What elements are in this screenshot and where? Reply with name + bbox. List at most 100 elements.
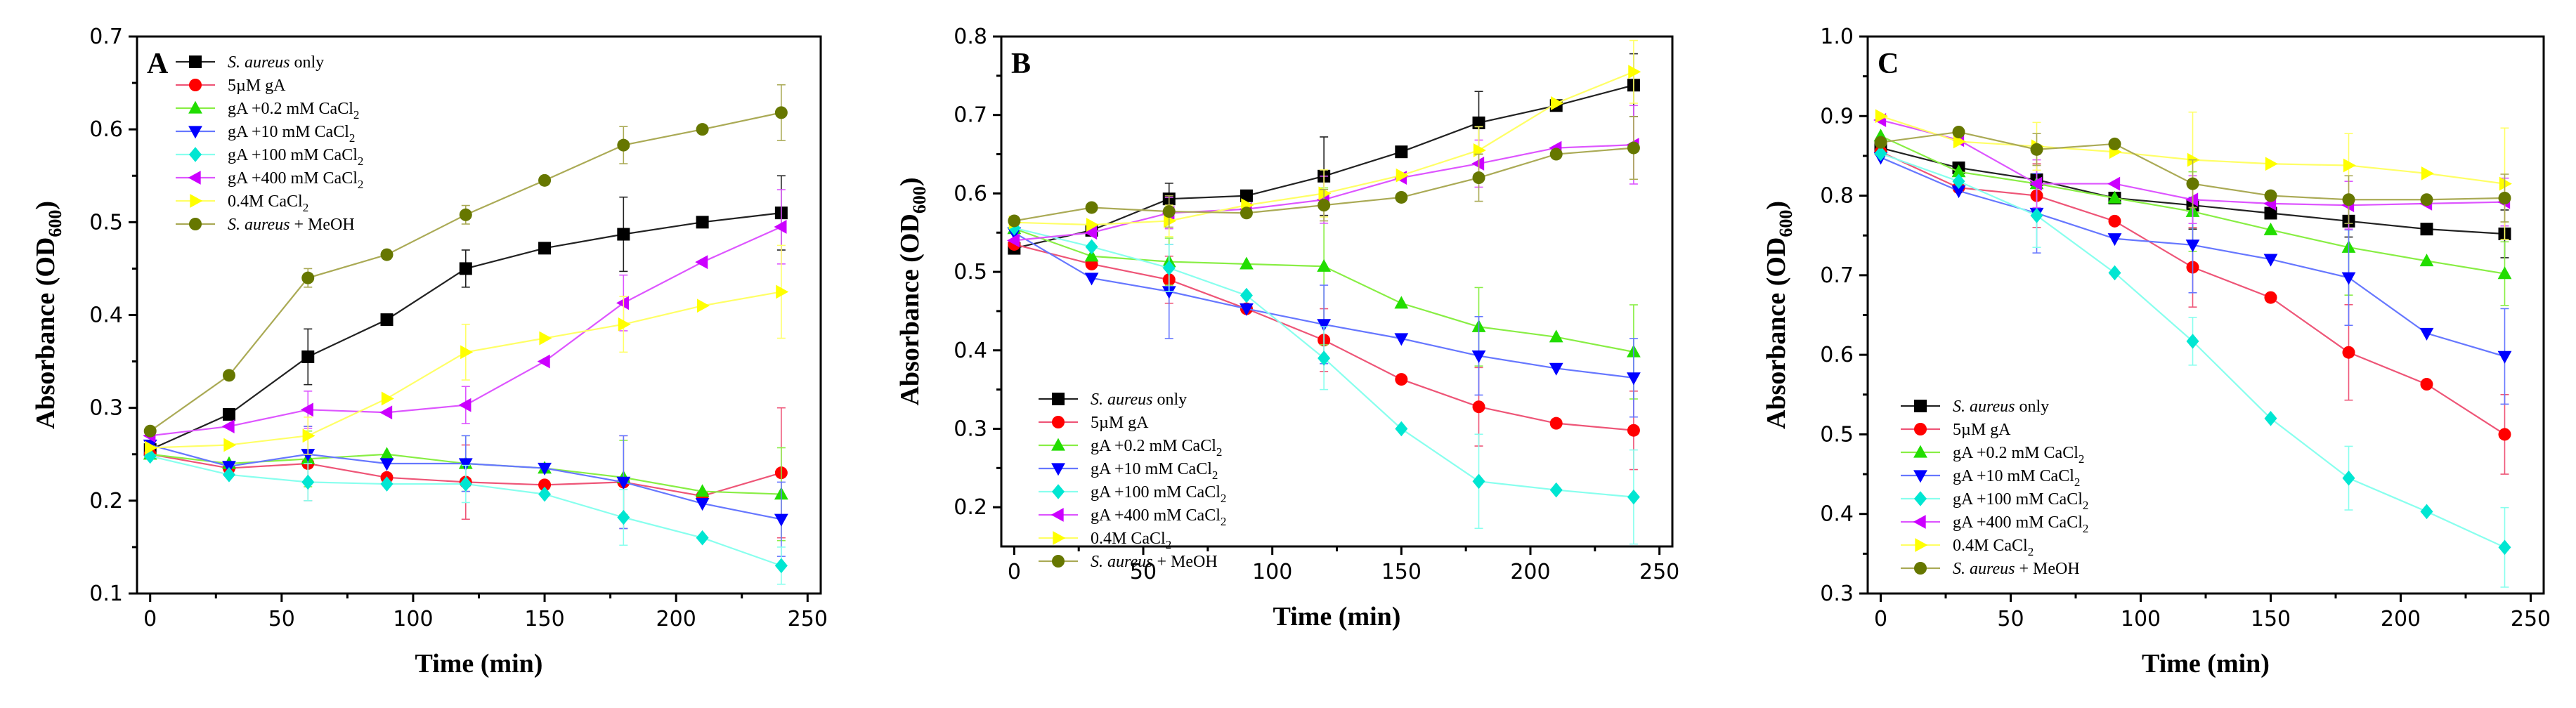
data-point	[1952, 173, 1965, 189]
x-tick-label: 0	[1874, 607, 1887, 631]
data-point	[696, 299, 710, 313]
data-point	[1317, 258, 1332, 272]
data-point	[222, 467, 235, 483]
data-point	[460, 345, 474, 360]
data-point	[1951, 185, 1966, 199]
data-point	[616, 296, 629, 310]
data-point	[1240, 303, 1254, 316]
data-point	[2341, 272, 2356, 285]
y-tick-label: 1.0	[1820, 25, 1854, 49]
data-point	[1472, 473, 1485, 490]
data-point	[2343, 158, 2356, 173]
legend-marker	[1053, 531, 1066, 545]
legend-marker	[188, 171, 201, 185]
legend-label: 5µM gA	[228, 77, 286, 95]
data-point	[301, 474, 315, 490]
data-point	[696, 216, 709, 229]
data-point	[1008, 220, 1021, 236]
data-point	[301, 271, 315, 284]
data-point	[1394, 333, 1409, 346]
legend-item: S. aureus only	[176, 53, 324, 72]
data-point	[145, 440, 158, 455]
data-point	[1951, 164, 1966, 178]
y-tick-label: 0.1	[89, 582, 123, 606]
x-tick-label: 100	[2121, 607, 2161, 631]
legend-label: gA +0.2 mM CaCl2	[1953, 444, 2084, 466]
data-point	[2185, 240, 2200, 253]
data-point	[1394, 296, 1409, 309]
x-tick-label: 100	[393, 607, 433, 631]
legend-item: 5µM gA	[176, 77, 286, 95]
legend-item: gA +400 mM CaCl2	[1039, 506, 1226, 528]
legend-item: gA +100 mM CaCl2	[176, 146, 363, 168]
data-point	[617, 228, 630, 241]
data-point	[1874, 145, 1887, 162]
data-point	[2265, 157, 2278, 171]
data-point	[695, 255, 708, 270]
x-tick-label: 0	[143, 607, 157, 631]
legend-marker	[1052, 484, 1065, 499]
x-tick-label: 50	[1997, 607, 2024, 631]
legend-marker	[189, 147, 202, 162]
data-point	[2420, 504, 2433, 520]
y-tick-label: 0.4	[1820, 502, 1854, 527]
y-tick-label: 0.5	[1820, 422, 1854, 447]
panel-c: 0 50 100 150 200 250 0.3 0.4 0.5 0.6 0.7 0.8 0.9 1.0 T…	[1762, 25, 2551, 678]
plot-frame	[1866, 35, 2545, 595]
data-point	[2419, 327, 2434, 341]
data-point	[459, 262, 472, 275]
legend-item: gA +0.2 mM CaCl2	[176, 100, 359, 122]
data-point	[1240, 256, 1254, 270]
data-point	[380, 248, 393, 261]
x-tick-label: 200	[656, 607, 696, 631]
data-point	[300, 402, 313, 417]
legend-marker	[1914, 491, 1927, 506]
data-point	[1473, 143, 1486, 157]
legend-marker	[188, 100, 202, 114]
legend-item: gA +100 mM CaCl2	[1901, 490, 2088, 512]
data-point	[1549, 362, 1563, 376]
data-point	[2497, 350, 2512, 364]
data-point	[1240, 287, 1253, 303]
legend-marker	[189, 79, 202, 91]
series-4	[1874, 145, 2511, 588]
data-point	[1952, 125, 1965, 138]
data-point	[1395, 373, 1408, 386]
x-tick-label: 150	[1381, 560, 1422, 584]
data-point	[1395, 421, 1408, 437]
y-tick-label: 0.4	[89, 303, 123, 328]
legend-label: gA +100 mM CaCl2	[1091, 483, 1226, 505]
data-point	[1874, 136, 1887, 149]
data-point	[379, 405, 393, 420]
legend-item: 0.4M CaCl2	[1039, 530, 1171, 551]
data-point	[2186, 177, 2199, 190]
data-point	[2498, 191, 2511, 204]
legend-item: S. aureus only	[1039, 391, 1187, 409]
y-tick-label: 0.5	[954, 260, 987, 284]
x-axis-label: Time (min)	[2142, 649, 2270, 678]
legend-item: gA +400 mM CaCl2	[1901, 513, 2088, 535]
legend-marker	[1914, 562, 1927, 575]
data-point	[2498, 539, 2511, 556]
data-point	[1396, 168, 1409, 183]
y-tick-label: 0.2	[89, 489, 123, 513]
data-point	[776, 284, 789, 299]
x-tick-label: 150	[524, 607, 564, 631]
legend-label: 0.4M CaCl2	[1091, 530, 1171, 551]
data-point	[1628, 65, 1641, 79]
legend-item: gA +10 mM CaCl2	[1039, 460, 1218, 482]
legend-label: gA +10 mM CaCl2	[228, 123, 355, 145]
data-point	[2108, 265, 2121, 281]
data-point	[2264, 410, 2277, 426]
data-point	[774, 106, 788, 119]
legend-item: 0.4M CaCl2	[1901, 537, 2034, 558]
series-7	[143, 84, 788, 438]
series-7	[1008, 116, 1640, 228]
data-point	[538, 462, 552, 476]
data-point	[221, 419, 235, 433]
data-point	[379, 458, 394, 471]
data-point	[1471, 157, 1485, 171]
data-point	[2264, 189, 2277, 202]
data-point	[2030, 143, 2043, 156]
